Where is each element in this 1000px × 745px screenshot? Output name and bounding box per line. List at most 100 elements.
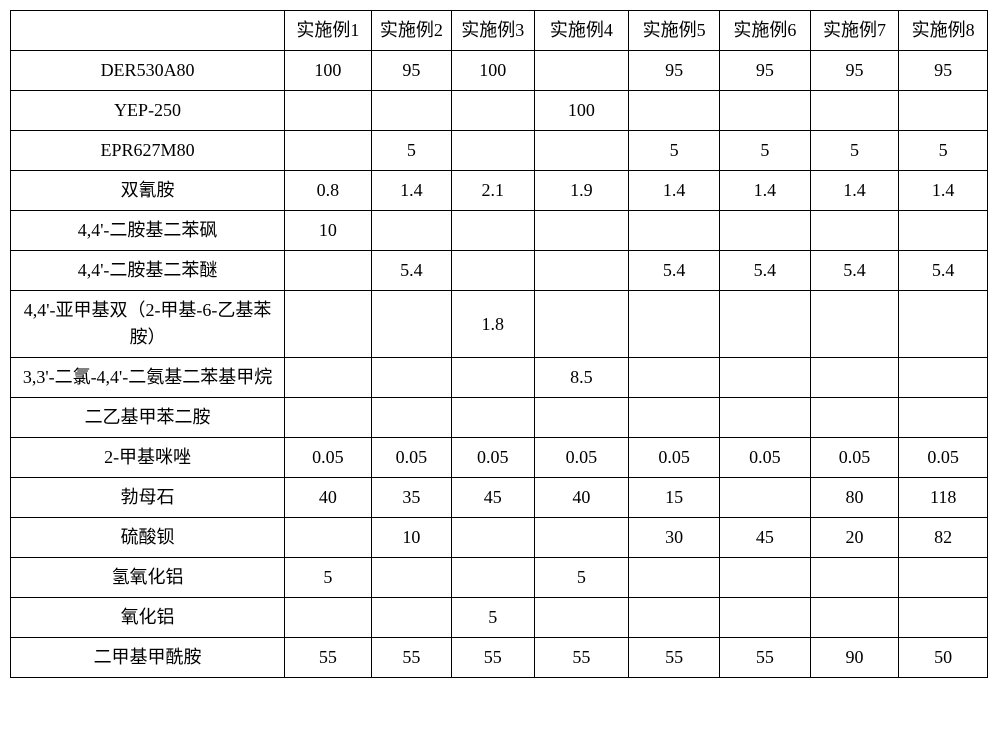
table-cell: 1.4 — [899, 171, 988, 211]
table-cell: YEP-250 — [11, 91, 285, 131]
table-cell: 2.1 — [452, 171, 534, 211]
table-cell: 10 — [371, 518, 451, 558]
table-row: 3,3'-二氯-4,4'-二氨基二苯基甲烷8.5 — [11, 358, 988, 398]
table-cell: 20 — [810, 518, 899, 558]
table-cell: 1.9 — [534, 171, 629, 211]
table-cell: 1.4 — [810, 171, 899, 211]
table-cell — [899, 598, 988, 638]
table-row: 硫酸钡1030452082 — [11, 518, 988, 558]
table-cell — [899, 91, 988, 131]
table-cell — [452, 211, 534, 251]
table-cell: 1.4 — [371, 171, 451, 211]
table-cell: 氧化铝 — [11, 598, 285, 638]
table-row: 2-甲基咪唑0.050.050.050.050.050.050.050.05 — [11, 438, 988, 478]
table-cell: 5 — [452, 598, 534, 638]
table-cell: 5.4 — [371, 251, 451, 291]
table-cell — [810, 291, 899, 358]
table-row: 双氰胺0.81.42.11.91.41.41.41.4 — [11, 171, 988, 211]
table-cell — [810, 358, 899, 398]
table-cell — [899, 558, 988, 598]
table-cell: 氢氧化铝 — [11, 558, 285, 598]
table-cell — [534, 211, 629, 251]
table-cell: 0.05 — [534, 438, 629, 478]
table-cell: 1.4 — [720, 171, 811, 211]
table-cell: 5 — [534, 558, 629, 598]
table-cell — [534, 51, 629, 91]
table-cell: 100 — [534, 91, 629, 131]
table-cell: 5.4 — [720, 251, 811, 291]
table-cell: 双氰胺 — [11, 171, 285, 211]
table-cell: 55 — [629, 638, 720, 678]
table-cell — [285, 598, 372, 638]
table-cell: DER530A80 — [11, 51, 285, 91]
table-cell: 0.05 — [371, 438, 451, 478]
table-cell — [285, 291, 372, 358]
table-cell — [899, 291, 988, 358]
table-cell: 5 — [810, 131, 899, 171]
table-cell: 5.4 — [810, 251, 899, 291]
table-cell: 1.8 — [452, 291, 534, 358]
table-cell: 55 — [285, 638, 372, 678]
table-cell: 35 — [371, 478, 451, 518]
table-cell — [452, 358, 534, 398]
table-header-row: 实施例1 实施例2 实施例3 实施例4 实施例5 实施例6 实施例7 实施例8 — [11, 11, 988, 51]
data-table: 实施例1 实施例2 实施例3 实施例4 实施例5 实施例6 实施例7 实施例8 … — [10, 10, 988, 678]
table-cell: 勃母石 — [11, 478, 285, 518]
table-row: EPR627M8055555 — [11, 131, 988, 171]
table-row: 氢氧化铝55 — [11, 558, 988, 598]
table-row: 勃母石403545401580118 — [11, 478, 988, 518]
table-cell: 55 — [720, 638, 811, 678]
table-cell — [720, 478, 811, 518]
table-cell — [720, 211, 811, 251]
table-cell: 5 — [629, 131, 720, 171]
table-cell: 30 — [629, 518, 720, 558]
table-cell: 90 — [810, 638, 899, 678]
table-cell — [720, 398, 811, 438]
table-header-cell: 实施例6 — [720, 11, 811, 51]
table-cell: 5 — [371, 131, 451, 171]
table-cell: EPR627M80 — [11, 131, 285, 171]
table-cell — [810, 211, 899, 251]
table-cell: 95 — [371, 51, 451, 91]
table-cell — [371, 91, 451, 131]
table-cell — [629, 291, 720, 358]
table-row: 4,4'-二胺基二苯砜10 — [11, 211, 988, 251]
table-row: 二甲基甲酰胺5555555555559050 — [11, 638, 988, 678]
table-row: YEP-250 100 — [11, 91, 988, 131]
table-cell — [534, 131, 629, 171]
table-cell: 0.05 — [899, 438, 988, 478]
table-cell: 1.4 — [629, 171, 720, 211]
table-cell: 95 — [720, 51, 811, 91]
table-cell — [452, 251, 534, 291]
table-cell — [629, 558, 720, 598]
table-row: 4,4'-亚甲基双（2-甲基-6-乙基苯胺）1.8 — [11, 291, 988, 358]
table-cell: 45 — [452, 478, 534, 518]
table-cell: 95 — [810, 51, 899, 91]
table-cell: 0.05 — [720, 438, 811, 478]
table-header-cell: 实施例7 — [810, 11, 899, 51]
table-cell — [371, 358, 451, 398]
table-cell: 硫酸钡 — [11, 518, 285, 558]
table-header-cell: 实施例8 — [899, 11, 988, 51]
table-cell — [285, 251, 372, 291]
table-cell — [285, 91, 372, 131]
table-cell: 40 — [534, 478, 629, 518]
table-cell: 100 — [285, 51, 372, 91]
table-cell — [534, 518, 629, 558]
table-cell — [371, 398, 451, 438]
table-row: DER530A801009510095959595 — [11, 51, 988, 91]
table-cell: 5.4 — [899, 251, 988, 291]
table-cell: 55 — [534, 638, 629, 678]
table-cell — [810, 91, 899, 131]
table-cell: 100 — [452, 51, 534, 91]
table-header-cell: 实施例2 — [371, 11, 451, 51]
table-cell: 0.8 — [285, 171, 372, 211]
table-cell — [285, 358, 372, 398]
table-cell — [285, 131, 372, 171]
table-cell: 10 — [285, 211, 372, 251]
table-cell — [629, 211, 720, 251]
table-cell — [452, 131, 534, 171]
table-cell — [810, 598, 899, 638]
table-header-cell — [11, 11, 285, 51]
table-header-cell: 实施例4 — [534, 11, 629, 51]
